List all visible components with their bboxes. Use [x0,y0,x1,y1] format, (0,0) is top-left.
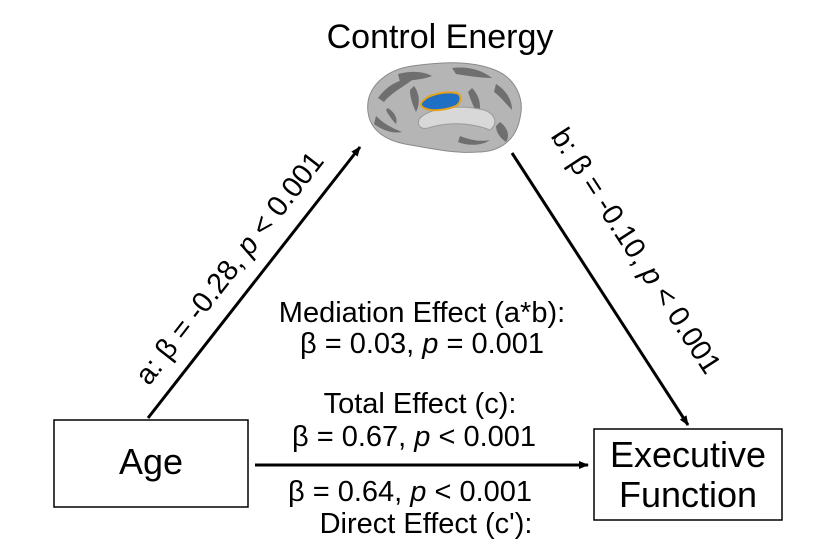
path-a-arrow [146,146,362,419]
path-b-arrow [510,152,690,426]
brain-surface-image [367,62,522,153]
predictor-node: Age [53,419,249,508]
direct-effect-stat: β = 0.64, p < 0.001 [288,476,532,508]
outcome-label-line1: Executive [610,434,766,475]
mediation-effect-title: Mediation Effect (a*b): [279,297,565,329]
path-b-label: b: β = -0.10, p < 0.001 [544,122,727,379]
total-effect-title: Total Effect (c): [324,388,517,420]
predictor-label: Age [119,441,183,482]
mediation-effect-stat: β = 0.03, p = 0.001 [300,328,544,360]
outcome-node: Executive Function [593,428,783,521]
highlighted-region [420,91,462,112]
direct-effect-title: Direct Effect (c'): [320,508,533,540]
outcome-label-line2: Function [619,474,757,515]
total-effect-stat: β = 0.67, p < 0.001 [292,421,536,453]
mediator-title: Control Energy [327,18,554,56]
